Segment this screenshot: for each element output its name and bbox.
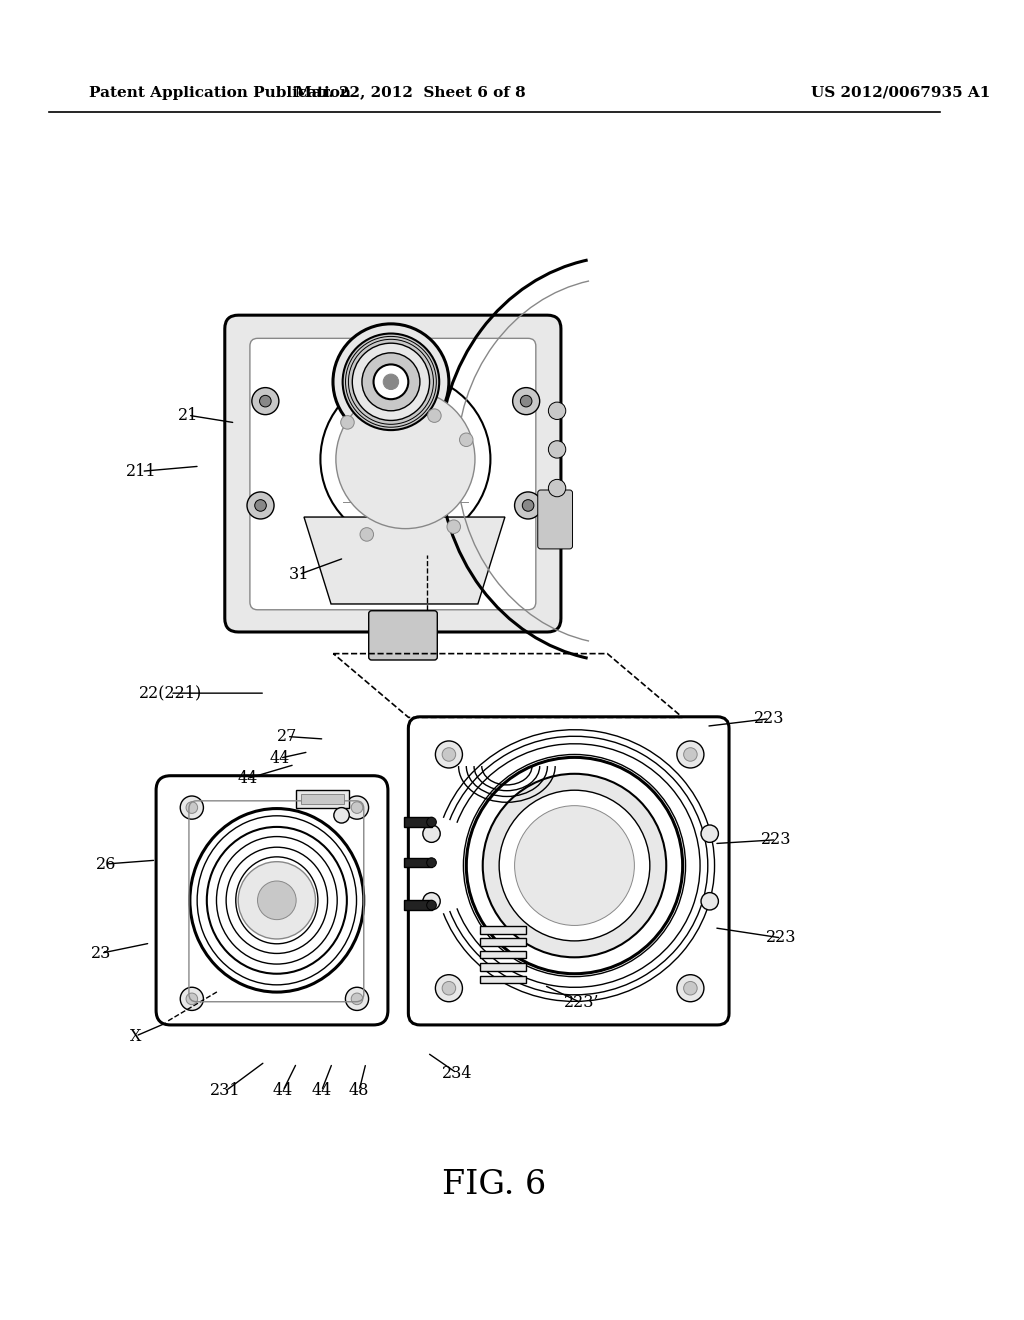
Text: 234: 234 [441, 1065, 472, 1081]
Text: Patent Application Publication: Patent Application Publication [89, 86, 351, 99]
Bar [480, 975, 526, 983]
Circle shape [352, 343, 429, 421]
Polygon shape [304, 517, 505, 605]
Bar [296, 791, 349, 808]
Bar [404, 858, 431, 867]
Circle shape [341, 416, 354, 429]
Circle shape [345, 987, 369, 1010]
Circle shape [247, 492, 274, 519]
FancyBboxPatch shape [369, 611, 437, 660]
Text: 23: 23 [91, 945, 111, 962]
Circle shape [186, 993, 198, 1005]
Circle shape [677, 974, 703, 1002]
Text: 44: 44 [269, 750, 290, 767]
Circle shape [427, 858, 436, 867]
Text: 44: 44 [272, 1082, 293, 1100]
Circle shape [360, 528, 374, 541]
FancyBboxPatch shape [250, 338, 536, 610]
Circle shape [333, 323, 449, 440]
Circle shape [423, 892, 440, 909]
Text: 211: 211 [126, 463, 157, 479]
Text: Mar. 22, 2012  Sheet 6 of 8: Mar. 22, 2012 Sheet 6 of 8 [295, 86, 526, 99]
Circle shape [549, 441, 566, 458]
Circle shape [522, 500, 534, 511]
Circle shape [180, 796, 204, 820]
FancyBboxPatch shape [225, 315, 561, 632]
Circle shape [549, 403, 566, 420]
Text: 48: 48 [349, 1082, 370, 1100]
Circle shape [499, 791, 650, 941]
Text: 223: 223 [761, 832, 792, 849]
Circle shape [677, 741, 703, 768]
Text: 223: 223 [755, 710, 784, 727]
Circle shape [482, 774, 667, 957]
Circle shape [427, 900, 436, 909]
Circle shape [186, 801, 198, 813]
Text: X: X [130, 1028, 141, 1044]
Circle shape [515, 805, 635, 925]
Circle shape [351, 801, 362, 813]
Circle shape [428, 409, 441, 422]
Bar [480, 939, 526, 945]
Circle shape [684, 747, 697, 762]
FancyBboxPatch shape [156, 776, 388, 1024]
Text: 21: 21 [178, 407, 198, 424]
Circle shape [427, 817, 436, 826]
Circle shape [423, 825, 440, 842]
Circle shape [466, 758, 683, 974]
Circle shape [701, 825, 719, 842]
Circle shape [684, 982, 697, 995]
Circle shape [520, 395, 531, 407]
Text: 44: 44 [311, 1082, 332, 1100]
Circle shape [361, 352, 420, 411]
Circle shape [435, 741, 463, 768]
FancyBboxPatch shape [538, 490, 572, 549]
Circle shape [255, 500, 266, 511]
FancyBboxPatch shape [409, 717, 729, 1024]
Bar [480, 927, 526, 935]
Circle shape [446, 520, 461, 533]
Circle shape [513, 388, 540, 414]
Text: 27: 27 [276, 729, 297, 744]
Text: 26: 26 [95, 855, 116, 873]
Bar [480, 964, 526, 970]
Text: 223’: 223’ [564, 994, 599, 1011]
Circle shape [515, 492, 542, 519]
Text: 22(221): 22(221) [138, 685, 202, 702]
Circle shape [239, 862, 315, 939]
Circle shape [334, 808, 349, 824]
Circle shape [259, 395, 271, 407]
Circle shape [389, 403, 402, 416]
Circle shape [374, 364, 409, 399]
Text: US 2012/0067935 A1: US 2012/0067935 A1 [811, 86, 990, 99]
Text: 231: 231 [210, 1082, 241, 1100]
Circle shape [701, 892, 719, 909]
Bar [404, 900, 431, 909]
Bar [404, 817, 431, 826]
Circle shape [442, 982, 456, 995]
Circle shape [442, 747, 456, 762]
Circle shape [321, 374, 490, 544]
Circle shape [460, 433, 473, 446]
Text: 31: 31 [289, 566, 309, 583]
Circle shape [336, 389, 475, 528]
Circle shape [252, 388, 279, 414]
Text: 44: 44 [238, 770, 257, 787]
Circle shape [351, 993, 362, 1005]
Circle shape [345, 796, 369, 820]
Circle shape [257, 880, 296, 920]
Bar [480, 950, 526, 958]
Circle shape [383, 374, 398, 389]
Text: FIG. 6: FIG. 6 [442, 1170, 547, 1201]
Circle shape [343, 334, 439, 430]
Bar [301, 795, 344, 804]
Circle shape [435, 974, 463, 1002]
Circle shape [180, 987, 204, 1010]
Circle shape [549, 479, 566, 496]
Text: 223: 223 [766, 929, 797, 946]
